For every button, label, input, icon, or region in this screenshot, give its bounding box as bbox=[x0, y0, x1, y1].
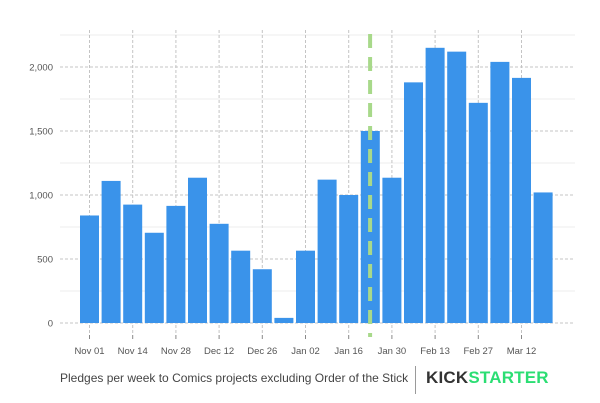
x-tick-label: Feb 13 bbox=[420, 346, 450, 357]
bar bbox=[188, 177, 207, 323]
x-tick-label: Mar 12 bbox=[507, 346, 537, 357]
bar bbox=[468, 102, 488, 323]
logo-starter: STARTER bbox=[468, 368, 549, 387]
x-tick-label: Dec 12 bbox=[204, 346, 234, 357]
bar bbox=[101, 180, 121, 323]
y-tick-label: 2,000 bbox=[29, 63, 53, 74]
x-tick-label: Jan 30 bbox=[378, 346, 407, 357]
bar bbox=[382, 177, 402, 323]
x-tick-label: Feb 27 bbox=[464, 346, 494, 357]
bar bbox=[490, 61, 510, 323]
bar bbox=[404, 82, 423, 323]
x-tick-label: Nov 14 bbox=[118, 346, 148, 357]
y-tick-label: 500 bbox=[37, 255, 53, 266]
bar bbox=[447, 51, 467, 323]
x-tick-label: Nov 28 bbox=[161, 346, 191, 357]
x-tick-label: Nov 01 bbox=[74, 346, 104, 357]
bar bbox=[296, 250, 315, 323]
chart-caption: Pledges per week to Comics projects excl… bbox=[60, 371, 409, 385]
bar bbox=[533, 192, 553, 323]
bar bbox=[231, 250, 251, 323]
caption-row: Pledges per week to Comics projects excl… bbox=[0, 362, 600, 396]
kickstarter-logo: KICKSTARTER bbox=[426, 368, 549, 388]
y-tick-label: 0 bbox=[48, 319, 53, 330]
bar-chart: 0 500 1,000 1,500 2,000 Nov 01 Nov 14 Nov 28 Dec… bbox=[29, 30, 575, 357]
y-tick-label: 1,000 bbox=[29, 191, 53, 202]
bar bbox=[425, 47, 445, 324]
x-tick-label: Jan 02 bbox=[291, 346, 320, 357]
bar bbox=[123, 204, 143, 323]
bar bbox=[512, 77, 531, 323]
bar bbox=[144, 232, 164, 323]
bar bbox=[317, 179, 337, 323]
x-tick-label: Dec 26 bbox=[247, 346, 277, 357]
bar bbox=[80, 215, 99, 323]
logo-kick: KICK bbox=[426, 368, 469, 387]
bar bbox=[339, 195, 359, 323]
x-tick-label: Jan 16 bbox=[334, 346, 363, 357]
bar bbox=[252, 269, 272, 323]
bar bbox=[274, 317, 294, 323]
y-tick-label: 1,500 bbox=[29, 127, 53, 138]
caption-divider bbox=[415, 366, 416, 394]
bar bbox=[209, 223, 229, 323]
bar bbox=[166, 205, 186, 323]
